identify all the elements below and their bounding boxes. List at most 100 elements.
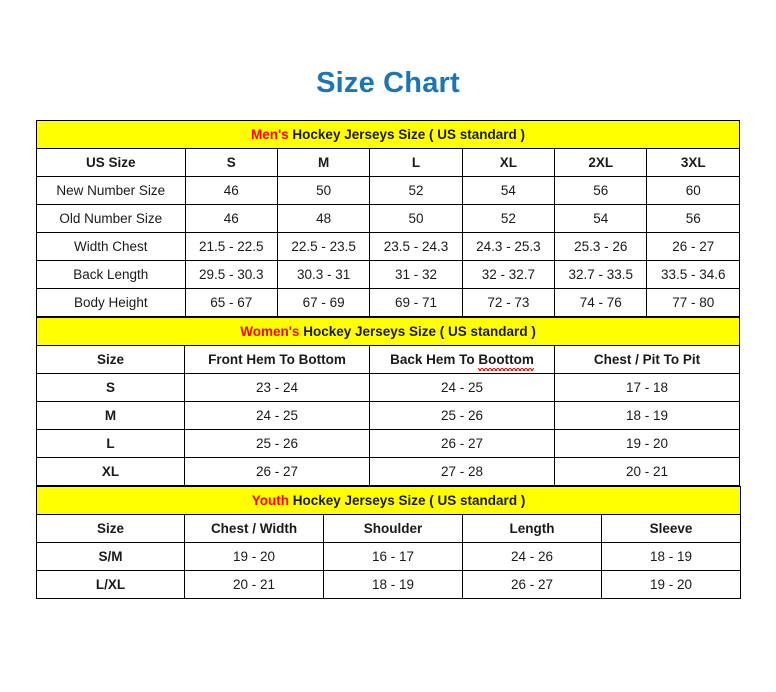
mens-col-head-6: 3XL — [646, 148, 740, 177]
mens-banner-accent: Men's — [250, 127, 289, 142]
womens-cell-2-2: 19 - 20 — [553, 429, 741, 458]
mens-col-head-0: US Size — [36, 148, 186, 177]
youth-cell-0-0: 19 - 20 — [184, 542, 324, 571]
youth-cell-1-2: 26 - 27 — [462, 570, 602, 599]
table-row: XL 26 - 27 27 - 28 20 - 21 — [36, 457, 741, 486]
table-row: New Number Size 46 50 52 54 56 60 — [36, 176, 740, 205]
youth-section-banner: Youth Hockey Jerseys Size ( US standard … — [35, 486, 742, 515]
mens-row-label-4: Body Height — [36, 288, 186, 317]
youth-row-label-1: L/XL — [36, 570, 185, 599]
womens-row-label-0: S — [36, 373, 185, 402]
mens-cell-4-1: 67 - 69 — [276, 288, 371, 317]
mens-col-head-2: M — [276, 148, 371, 177]
mens-cell-0-0: 46 — [184, 176, 278, 205]
size-chart-tables: Men's Hockey Jerseys Size ( US standard … — [35, 120, 742, 599]
youth-size-table: Youth Hockey Jerseys Size ( US standard … — [35, 486, 742, 599]
womens-cell-0-1: 24 - 25 — [369, 373, 555, 402]
mens-cell-4-0: 65 - 67 — [184, 288, 278, 317]
youth-col-head-1: Chest / Width — [184, 514, 324, 543]
mens-cell-4-4: 74 - 76 — [554, 288, 648, 317]
mens-cell-1-2: 50 — [369, 204, 463, 233]
youth-cell-1-0: 20 - 21 — [184, 570, 324, 599]
womens-cell-3-0: 26 - 27 — [184, 457, 370, 486]
mens-row-label-2: Width Chest — [36, 232, 186, 261]
womens-cell-0-2: 17 - 18 — [553, 373, 741, 402]
mens-col-head-5: 2XL — [554, 148, 648, 177]
womens-col-head-size: Size — [36, 345, 185, 374]
youth-banner-accent: Youth — [251, 493, 289, 508]
womens-col-head-chest: Chest / Pit To Pit — [553, 345, 741, 374]
womens-row-label-2: L — [36, 429, 185, 458]
mens-cell-1-1: 48 — [276, 204, 371, 233]
mens-cell-1-0: 46 — [184, 204, 278, 233]
womens-banner-accent: Women's — [240, 324, 300, 339]
youth-col-head-0: Size — [36, 514, 185, 543]
youth-cell-1-1: 18 - 19 — [323, 570, 463, 599]
womens-row-label-1: M — [36, 401, 185, 430]
mens-col-head-4: XL — [461, 148, 556, 177]
womens-banner-rest: Hockey Jerseys Size ( US standard ) — [299, 324, 536, 339]
womens-cell-1-0: 24 - 25 — [184, 401, 370, 430]
mens-col-head-1: S — [184, 148, 278, 177]
mens-cell-2-4: 25.3 - 26 — [554, 232, 648, 261]
youth-col-head-2: Shoulder — [323, 514, 463, 543]
table-row: Back Length 29.5 - 30.3 30.3 - 31 31 - 3… — [36, 260, 740, 289]
mens-cell-3-5: 33.5 - 34.6 — [646, 260, 740, 289]
womens-col-head-front-hem: Front Hem To Bottom — [184, 345, 370, 374]
mens-cell-3-3: 32 - 32.7 — [461, 260, 556, 289]
mens-section-banner: Men's Hockey Jerseys Size ( US standard … — [36, 120, 740, 149]
mens-cell-1-4: 54 — [554, 204, 648, 233]
mens-cell-0-3: 54 — [461, 176, 556, 205]
mens-cell-3-1: 30.3 - 31 — [276, 260, 371, 289]
mens-cell-0-2: 52 — [369, 176, 463, 205]
mens-row-label-0: New Number Size — [36, 176, 186, 205]
table-row: S 23 - 24 24 - 25 17 - 18 — [36, 373, 741, 402]
womens-cell-1-2: 18 - 19 — [553, 401, 741, 430]
mens-header-row: US Size S M L XL 2XL 3XL — [36, 148, 740, 177]
mens-cell-4-2: 69 - 71 — [369, 288, 463, 317]
mens-banner-rest: Hockey Jerseys Size ( US standard ) — [288, 127, 526, 142]
mens-banner-row: Men's Hockey Jerseys Size ( US standard … — [36, 120, 740, 149]
womens-col-head-back-hem-typo: Boottom — [478, 352, 535, 371]
womens-size-table: Women's Hockey Jerseys Size ( US standar… — [35, 317, 741, 486]
mens-row-label-3: Back Length — [36, 260, 186, 289]
mens-cell-0-4: 56 — [554, 176, 648, 205]
mens-cell-2-2: 23.5 - 24.3 — [369, 232, 463, 261]
womens-col-head-back-hem: Back Hem To Boottom — [369, 345, 555, 374]
table-row: Width Chest 21.5 - 22.5 22.5 - 23.5 23.5… — [36, 232, 740, 261]
table-row: S/M 19 - 20 16 - 17 24 - 26 18 - 19 — [36, 542, 742, 571]
mens-cell-0-5: 60 — [646, 176, 740, 205]
womens-col-head-back-hem-prefix: Back Hem To — [390, 352, 479, 367]
womens-cell-3-1: 27 - 28 — [369, 457, 555, 486]
womens-banner-row: Women's Hockey Jerseys Size ( US standar… — [35, 317, 741, 346]
youth-cell-0-1: 16 - 17 — [323, 542, 463, 571]
mens-row-label-1: Old Number Size — [36, 204, 186, 233]
mens-cell-3-4: 32.7 - 33.5 — [554, 260, 648, 289]
mens-cell-2-0: 21.5 - 22.5 — [184, 232, 278, 261]
mens-cell-3-2: 31 - 32 — [369, 260, 463, 289]
youth-cell-0-2: 24 - 26 — [462, 542, 602, 571]
mens-cell-2-5: 26 - 27 — [646, 232, 740, 261]
youth-row-label-0: S/M — [36, 542, 185, 571]
page-title: Size Chart — [316, 67, 460, 99]
womens-header-row: Size Front Hem To Bottom Back Hem To Boo… — [36, 345, 741, 374]
mens-cell-3-0: 29.5 - 30.3 — [184, 260, 278, 289]
mens-cell-1-5: 56 — [646, 204, 740, 233]
youth-banner-row: Youth Hockey Jerseys Size ( US standard … — [35, 486, 742, 515]
mens-cell-4-5: 77 - 80 — [646, 288, 740, 317]
mens-cell-0-1: 50 — [276, 176, 371, 205]
youth-cell-1-3: 19 - 20 — [600, 570, 742, 599]
womens-section-banner: Women's Hockey Jerseys Size ( US standar… — [35, 317, 741, 346]
table-row: L/XL 20 - 21 18 - 19 26 - 27 19 - 20 — [36, 570, 742, 599]
youth-banner-rest: Hockey Jerseys Size ( US standard ) — [288, 493, 526, 508]
mens-col-head-3: L — [369, 148, 463, 177]
table-row: M 24 - 25 25 - 26 18 - 19 — [36, 401, 741, 430]
mens-cell-2-1: 22.5 - 23.5 — [276, 232, 371, 261]
table-row: L 25 - 26 26 - 27 19 - 20 — [36, 429, 741, 458]
youth-header-row: Size Chest / Width Shoulder Length Sleev… — [36, 514, 742, 543]
youth-cell-0-3: 18 - 19 — [600, 542, 742, 571]
womens-cell-1-1: 25 - 26 — [369, 401, 555, 430]
youth-col-head-3: Length — [462, 514, 602, 543]
youth-col-head-4: Sleeve — [600, 514, 742, 543]
womens-cell-2-0: 25 - 26 — [184, 429, 370, 458]
